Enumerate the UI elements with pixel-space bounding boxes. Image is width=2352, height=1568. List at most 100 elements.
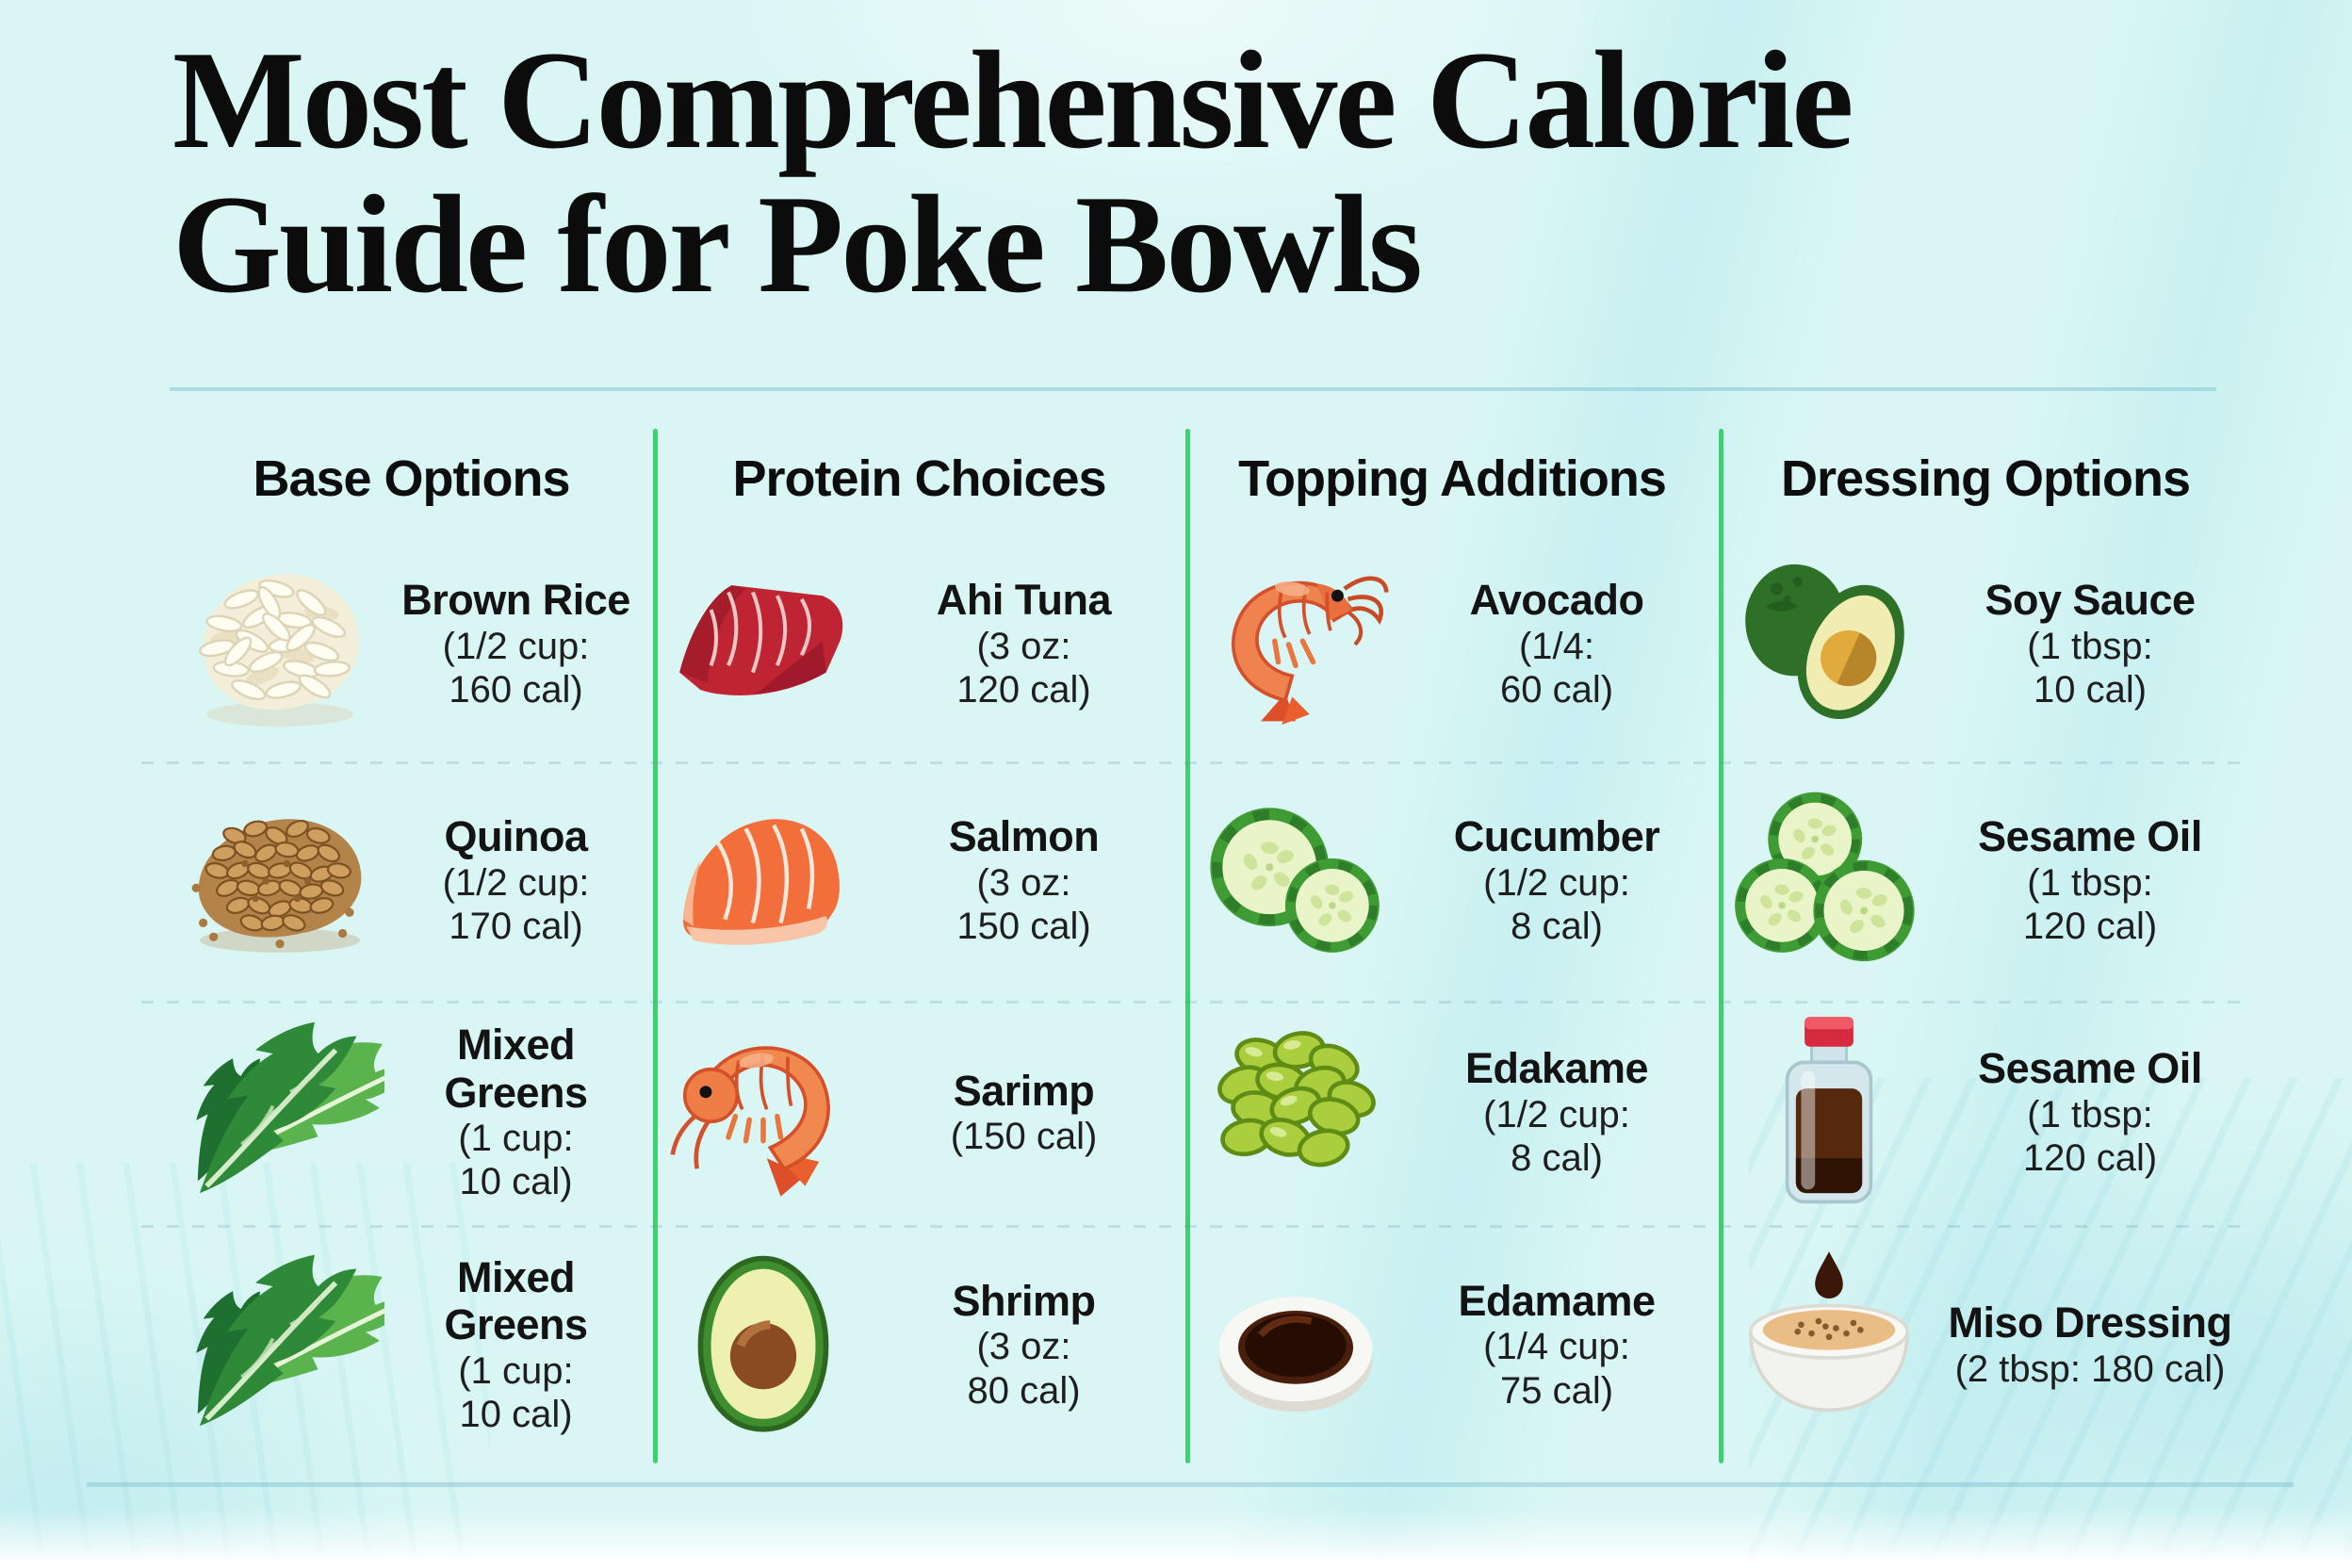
- list-item: Shrimp (3 oz: 80 cal): [653, 1225, 1185, 1465]
- list-item: Miso Dressing (2 tbsp: 180 cal): [1719, 1225, 2252, 1465]
- mixed-greens-icon: [175, 1008, 384, 1217]
- item-name: Sesame Oil: [1978, 812, 2202, 861]
- soy-sauce-dish-icon: [1191, 1241, 1400, 1450]
- page-title-line-1: Most Comprehensive Calorie: [172, 23, 1854, 178]
- page-title-line-2: Guide for Poke Bowls: [172, 167, 1423, 323]
- page-title: Most Comprehensive Calorie Guide for Pok…: [172, 28, 2246, 318]
- avocado-whole-half-icon: [1724, 540, 1934, 749]
- item-detail: 60 cal): [1499, 669, 1614, 711]
- item-name: Shrimp: [952, 1276, 1096, 1325]
- item-detail: 8 cal): [1511, 1137, 1603, 1180]
- column-base-options: Base Options Brown Rice (1/2 cup: 160 cal)…: [170, 429, 653, 1465]
- item-detail: 170 cal): [449, 906, 583, 948]
- item-name: Salmon: [948, 812, 1100, 861]
- item-name: Avocado: [1469, 576, 1644, 625]
- column-header: Protein Choices: [653, 429, 1185, 528]
- column-divider: [653, 429, 658, 1463]
- item-detail: (1 tbsp:: [2027, 861, 2153, 904]
- item-detail: 80 cal): [967, 1369, 1081, 1412]
- column-divider: [1185, 429, 1190, 1463]
- rice-pile-icon: [175, 540, 384, 749]
- column-header-label: Dressing Options: [1769, 449, 2202, 514]
- list-item: Sarimp (150 cal): [653, 1001, 1185, 1225]
- calorie-guide-grid: Base Options Brown Rice (1/2 cup: 160 cal)…: [170, 429, 2252, 1465]
- bottom-fade: [0, 1508, 2352, 1568]
- list-item: Soy Sauce (1 tbsp: 10 cal): [1719, 528, 2252, 761]
- item-detail: (1/2 cup:: [1483, 861, 1630, 904]
- item-detail: 10 cal): [459, 1161, 573, 1203]
- list-item: Edakame (1/2 cup: 8 cal): [1185, 1001, 1719, 1225]
- shrimp-curled-icon: [659, 1008, 868, 1217]
- item-name: Brown Rice: [401, 576, 630, 625]
- item-detail: (1 cup:: [458, 1349, 574, 1392]
- list-item: Brown Rice (1/2 cup: 160 cal): [170, 528, 653, 761]
- list-item: Mixed Greens (1 cup: 10 cal): [170, 1225, 653, 1465]
- column-header-label: Protein Choices: [721, 449, 1118, 514]
- column-header-label: Base Options: [241, 449, 581, 514]
- mixed-greens-icon: [175, 1241, 384, 1450]
- column-header: Topping Additions: [1185, 429, 1719, 528]
- item-name: Sarimp: [953, 1066, 1095, 1115]
- list-item: Mixed Greens (1 cup: 10 cal): [170, 1001, 653, 1225]
- item-detail: 120 cal): [956, 669, 1091, 711]
- item-detail: 10 cal): [459, 1393, 573, 1435]
- list-item: Sesame Oil (1 tbsp: 120 cal): [1719, 761, 2252, 1001]
- column-topping-additions: Topping Additions Avocado (1/4: 60 cal) Cu…: [1185, 429, 1719, 1465]
- item-name: Quinoa: [444, 812, 589, 861]
- list-item: Cucumber (1/2 cup: 8 cal): [1185, 761, 1719, 1001]
- row-separator: [141, 1001, 2252, 1004]
- avocado-half-icon: [659, 1241, 868, 1450]
- item-detail: 75 cal): [1499, 1369, 1614, 1412]
- list-item: Ahi Tuna (3 oz: 120 cal): [653, 528, 1185, 761]
- soy-sauce-bottle-icon: [1724, 1008, 1934, 1217]
- item-detail: (3 oz:: [976, 625, 1071, 667]
- column-header: Dressing Options: [1719, 429, 2252, 528]
- item-detail: (1 tbsp:: [2027, 1093, 2153, 1135]
- item-detail: 10 cal): [2033, 669, 2148, 711]
- item-detail: 8 cal): [1511, 906, 1603, 948]
- list-item: Quinoa (1/2 cup: 170 cal): [170, 761, 653, 1001]
- item-detail: (1/4:: [1518, 625, 1595, 667]
- list-item: Edamame (1/4 cup: 75 cal): [1185, 1225, 1719, 1465]
- shrimp-side-icon: [1191, 540, 1400, 749]
- row-separator: [141, 1225, 2252, 1228]
- item-name: Mixed Greens: [444, 1021, 588, 1117]
- item-detail: (1/4 cup:: [1483, 1326, 1630, 1368]
- item-detail: (3 oz:: [976, 1326, 1071, 1368]
- item-name: Mixed Greens: [444, 1252, 588, 1349]
- bottom-divider-rule: [87, 1482, 2294, 1487]
- column-header: Base Options: [170, 429, 653, 528]
- miso-dressing-bowl-icon: [1724, 1241, 1934, 1450]
- item-detail: 160 cal): [449, 669, 583, 711]
- item-detail: (1 cup:: [458, 1118, 574, 1159]
- item-detail: (3 oz:: [976, 861, 1071, 904]
- item-detail: (1/2 cup:: [442, 861, 590, 904]
- item-detail: (150 cal): [950, 1116, 1098, 1157]
- cucumber-slices-three-icon: [1724, 776, 1934, 986]
- cucumber-slices-two-icon: [1191, 776, 1400, 986]
- item-detail: (1/2 cup:: [1483, 1093, 1630, 1135]
- item-detail: 120 cal): [2022, 1137, 2158, 1180]
- column-header-label: Topping Additions: [1227, 449, 1677, 514]
- item-name: Sesame Oil: [1978, 1044, 2202, 1093]
- column-divider: [1719, 429, 1723, 1463]
- row-separator: [141, 761, 2252, 764]
- item-detail: (1 tbsp:: [2027, 625, 2153, 667]
- column-protein-choices: Protein Choices Ahi Tuna (3 oz: 120 cal) S…: [653, 429, 1185, 1465]
- item-detail: 120 cal): [2022, 906, 2158, 948]
- quinoa-pile-icon: [175, 776, 384, 986]
- item-name: Soy Sauce: [1984, 576, 2196, 625]
- tuna-slab-icon: [659, 540, 868, 749]
- title-divider-rule: [170, 387, 2216, 391]
- edamame-beans-icon: [1191, 1008, 1400, 1217]
- item-detail: (2 tbsp: 180 cal): [1954, 1348, 2226, 1390]
- list-item: Salmon (3 oz: 150 cal): [653, 761, 1185, 1001]
- salmon-fillet-icon: [659, 776, 868, 986]
- list-item: Avocado (1/4: 60 cal): [1185, 528, 1719, 761]
- list-item: Sesame Oil (1 tbsp: 120 cal): [1719, 1001, 2252, 1225]
- column-dressing-options: Dressing Options Soy Sauce (1 tbsp: 10 cal…: [1719, 429, 2252, 1465]
- item-detail: 150 cal): [956, 906, 1091, 948]
- item-name: Edamame: [1458, 1276, 1656, 1325]
- item-name: Ahi Tuna: [936, 576, 1112, 625]
